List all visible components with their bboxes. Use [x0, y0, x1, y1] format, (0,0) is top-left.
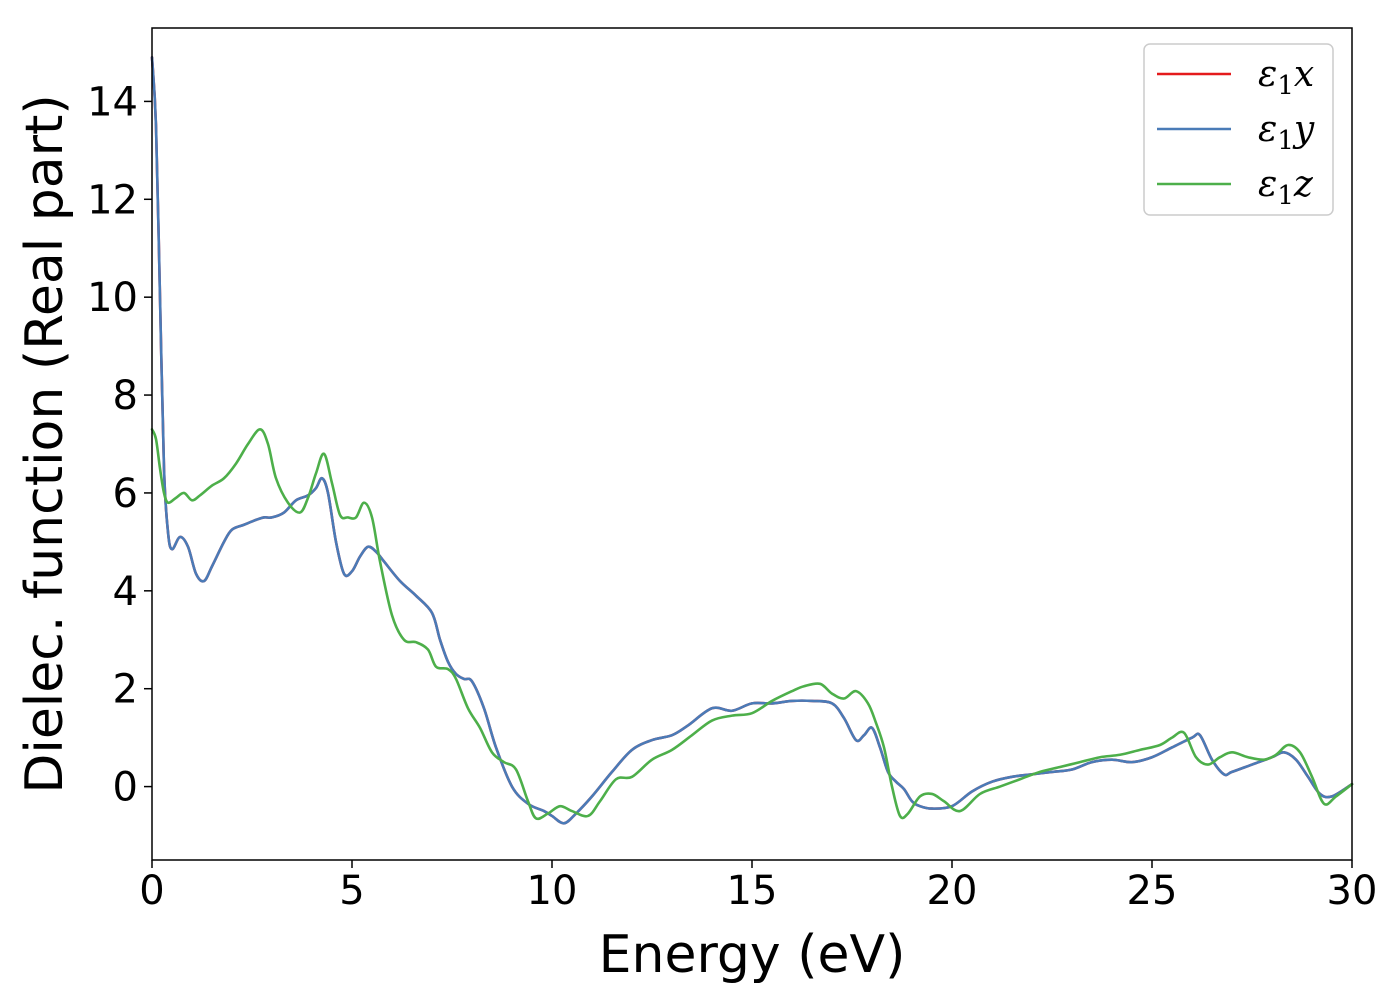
x-tick-label: 5	[339, 868, 364, 914]
series-line-y	[150, 56, 1354, 825]
legend-entry-y: ε1y	[1258, 109, 1315, 156]
y-tick-label: 10	[87, 275, 138, 321]
y-tick-label: 6	[113, 471, 138, 517]
legend-entry-z: ε1z	[1258, 164, 1314, 211]
y-axis-label: Dielec. function (Real part)	[15, 94, 75, 793]
x-tick-label: 30	[1327, 868, 1378, 914]
series-line-z	[150, 428, 1354, 821]
axis-ticks: 0 5 10 15 20 25 30 0 2 4 6 8 10 12 14	[87, 79, 1377, 914]
legend: ε1x ε1y ε1z	[1143, 43, 1334, 216]
x-axis-label: Energy (eV)	[599, 925, 906, 985]
y-tick-label: 0	[113, 765, 138, 811]
legend-entry-x: ε1x	[1258, 54, 1314, 101]
x-tick-label: 10	[527, 868, 578, 914]
x-tick-label: 25	[1127, 868, 1178, 914]
y-tick-label: 4	[113, 569, 138, 615]
x-tick-label: 20	[927, 868, 978, 914]
legend-box	[1143, 43, 1334, 216]
y-tick-label: 2	[113, 667, 138, 713]
y-tick-label: 12	[87, 177, 138, 223]
y-tick-label: 8	[113, 373, 138, 419]
x-tick-label: 15	[727, 868, 778, 914]
y-tick-label: 14	[87, 79, 138, 125]
x-tick-label: 0	[139, 868, 164, 914]
series-lines	[150, 56, 1354, 825]
plot-frame	[151, 27, 1353, 861]
